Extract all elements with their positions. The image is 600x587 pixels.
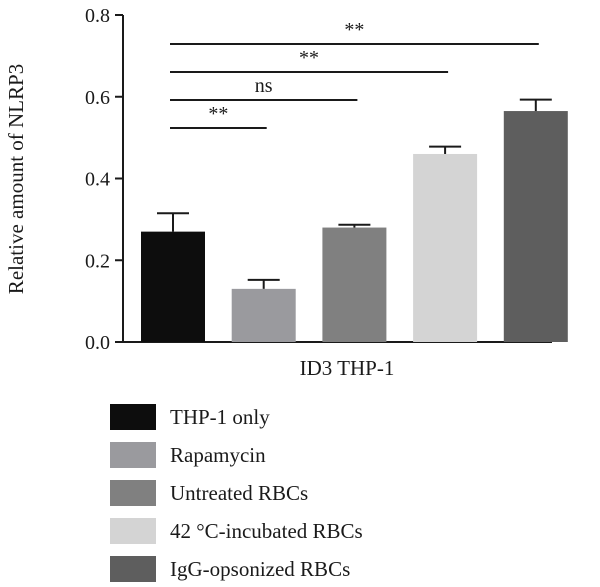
bar xyxy=(413,153,478,342)
legend-item-label: Untreated RBCs xyxy=(170,481,308,505)
x-axis-label: ID3 THP-1 xyxy=(300,356,395,380)
y-axis-label: Relative amount of NLRP3 xyxy=(4,64,28,294)
y-tick-label: 0.6 xyxy=(85,87,110,109)
legend-swatch xyxy=(110,404,156,430)
significance-label: ** xyxy=(299,47,319,69)
significance-label: ** xyxy=(208,103,228,125)
legend-swatch xyxy=(110,518,156,544)
legend-item-label: Rapamycin xyxy=(170,443,266,467)
legend-item-label: THP-1 only xyxy=(170,405,270,429)
bar xyxy=(141,231,205,342)
legend-item-label: IgG-opsonized RBCs xyxy=(170,557,350,581)
legend-swatch xyxy=(110,556,156,582)
y-tick-label: 0.0 xyxy=(85,332,110,354)
plot-area: 0.0 0.2 0.4 0.6 0.8 Relative amount of NLRP3 I… xyxy=(4,5,568,380)
y-tick-label: 0.2 xyxy=(85,250,110,272)
legend: THP-1 only Rapamycin Untreated RBCs 42 °C-i… xyxy=(110,404,363,582)
bar xyxy=(503,111,568,343)
legend-swatch xyxy=(110,442,156,468)
y-tick-label: 0.8 xyxy=(85,5,110,27)
bar xyxy=(231,288,296,342)
significance-label: ns xyxy=(255,75,273,97)
legend-item-label: 42 °C-incubated RBCs xyxy=(170,519,363,543)
legend-swatch xyxy=(110,480,156,506)
bar xyxy=(322,227,387,342)
significance-label: ** xyxy=(344,19,364,41)
y-tick-label: 0.4 xyxy=(85,169,110,191)
